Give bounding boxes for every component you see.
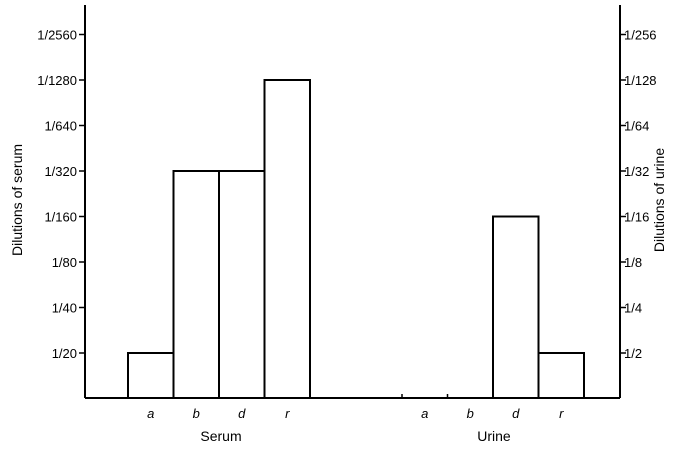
left-tick-label: 1/80 [52,255,77,270]
bar-serum-a [127,352,175,399]
category-label: r [559,406,564,421]
right-axis-title: Dilutions of urine [651,148,667,252]
left-tick-label: 1/640 [44,119,77,134]
left-axis-ticks: 1/20 1/40 1/80 1/160 1/320 1/640 1/1280 1/2560 [37,28,85,361]
bar-urine-r [537,352,585,399]
right-axis-ticks: 1/2 1/4 1/8 1/16 1/32 1/64 1/128 1/256 [620,28,657,361]
bar-serum-r [263,79,311,399]
left-tick-label: 1/320 [44,164,77,179]
category-label: a [147,406,154,421]
category-label: b [193,406,200,421]
right-tick-label: 1/32 [624,164,649,179]
bar-serum-b [172,170,220,399]
bar-serum-d [218,170,266,399]
bar-urine-d [492,215,540,399]
right-tick-label: 1/8 [624,255,642,270]
right-tick-label: 1/64 [624,119,649,134]
group-label-serum: Serum [200,428,241,444]
right-tick-label: 1/16 [624,210,649,225]
left-tick-label: 1/40 [52,301,77,316]
left-tick-label: 1/20 [52,346,77,361]
left-tick-label: 1/160 [44,210,77,225]
bars [127,79,585,399]
right-tick-label: 1/128 [624,73,657,88]
category-label: b [467,406,474,421]
category-label: d [238,406,246,421]
category-label: a [421,406,428,421]
left-tick-label: 1/1280 [37,73,77,88]
right-tick-label: 1/4 [624,301,642,316]
right-tick-label: 1/256 [624,28,657,43]
left-tick-label: 1/2560 [37,28,77,43]
category-label: r [285,406,290,421]
right-tick-label: 1/2 [624,346,642,361]
category-label: d [512,406,520,421]
group-label-urine: Urine [477,428,511,444]
left-axis-title: Dilutions of serum [9,144,25,256]
